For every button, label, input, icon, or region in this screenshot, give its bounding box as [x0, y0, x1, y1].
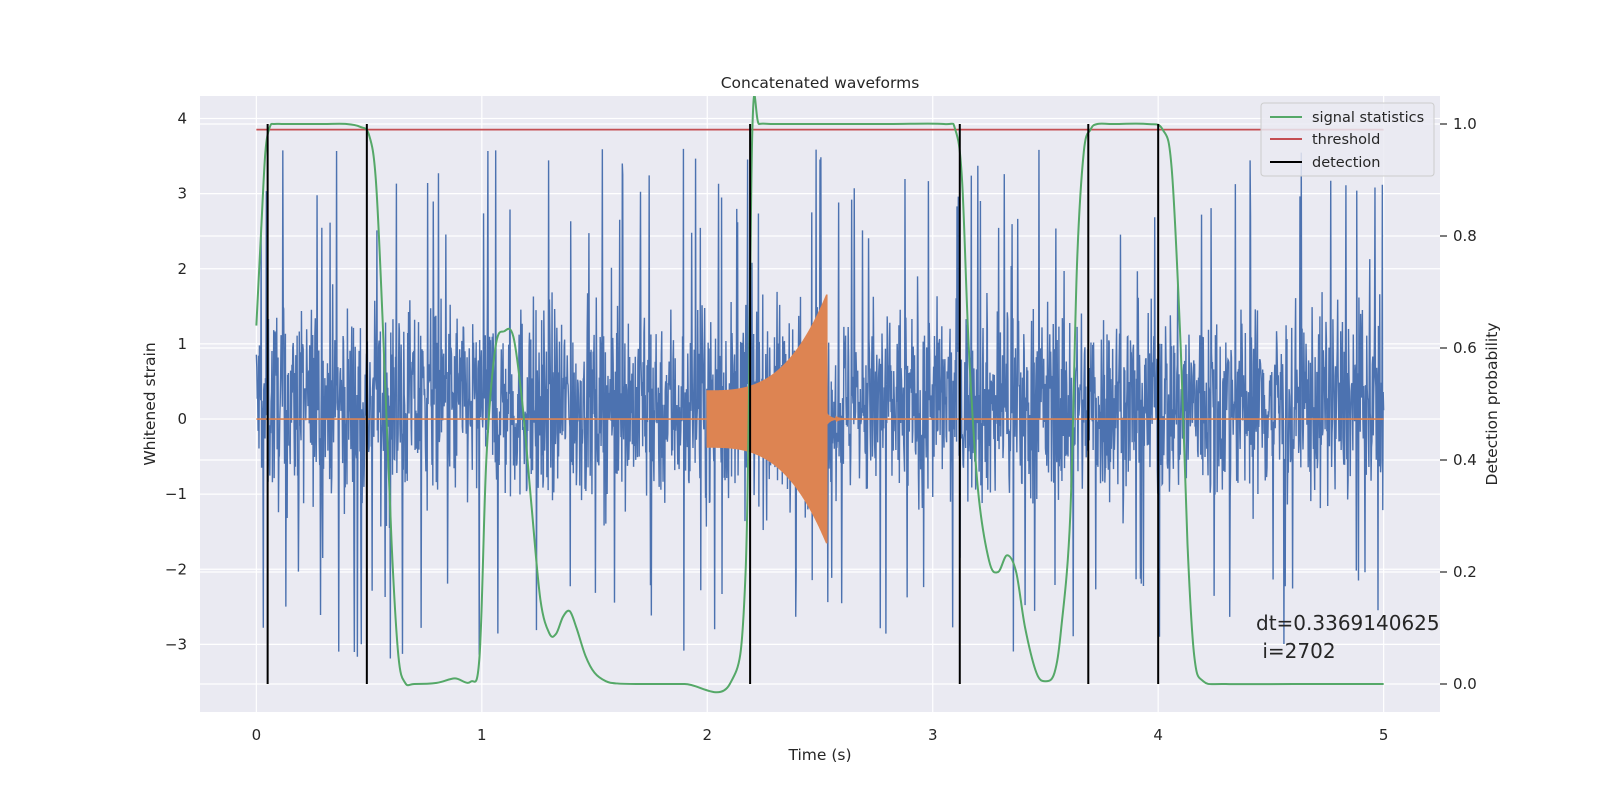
y-tick-label: −3: [165, 635, 187, 653]
y-tick-label: 4: [177, 110, 187, 128]
legend-label-threshold: threshold: [1312, 132, 1380, 148]
y-tick-label: −1: [165, 485, 187, 503]
y-tick-label: 3: [177, 185, 187, 203]
y2-tick-label: 0.0: [1453, 675, 1477, 693]
y2-tick-label: 0.2: [1453, 563, 1477, 581]
chart-title: Concatenated waveforms: [721, 74, 920, 92]
x-axis-ticks: 0 1 2 3 4 5: [252, 726, 1389, 744]
x-tick-label: 5: [1379, 726, 1389, 744]
x-tick-label: 1: [477, 726, 487, 744]
annotation-dt: dt=0.3369140625: [1256, 611, 1440, 635]
x-axis-label: Time (s): [787, 746, 851, 764]
y-tick-label: −2: [165, 560, 187, 578]
x-tick-label: 2: [702, 726, 712, 744]
legend-label-detection: detection: [1312, 155, 1380, 171]
y2-tick-label: 1.0: [1453, 115, 1477, 133]
y2-axis-ticks: 0.0 0.2 0.4 0.6 0.8 1.0: [1440, 115, 1477, 693]
y-axis-label: Whitened strain: [141, 342, 159, 465]
legend: signal statistics threshold detection: [1260, 102, 1435, 177]
x-tick-label: 0: [252, 726, 262, 744]
y2-axis-label: Detection probability: [1483, 323, 1501, 486]
legend-frame: [1260, 102, 1435, 177]
annotation-i: i=2702: [1256, 639, 1336, 663]
y-tick-label: 2: [177, 260, 187, 278]
strain-line: [255, 148, 1385, 659]
y-tick-label: 1: [177, 335, 187, 353]
y-tick-label: 0: [177, 410, 187, 428]
y2-tick-label: 0.4: [1453, 451, 1477, 469]
strain-series: [255, 148, 1385, 659]
x-tick-label: 4: [1153, 726, 1163, 744]
x-tick-label: 3: [928, 726, 938, 744]
injected-signal-series: [256, 294, 1384, 544]
injected-line: [256, 294, 1384, 544]
legend-label-signal-statistics: signal statistics: [1312, 110, 1424, 126]
y2-tick-label: 0.6: [1453, 339, 1477, 357]
y2-tick-label: 0.8: [1453, 227, 1477, 245]
y-axis-ticks: −3 −2 −1 0 1 2 3 4: [165, 110, 187, 654]
detection-series: [266, 124, 1160, 684]
